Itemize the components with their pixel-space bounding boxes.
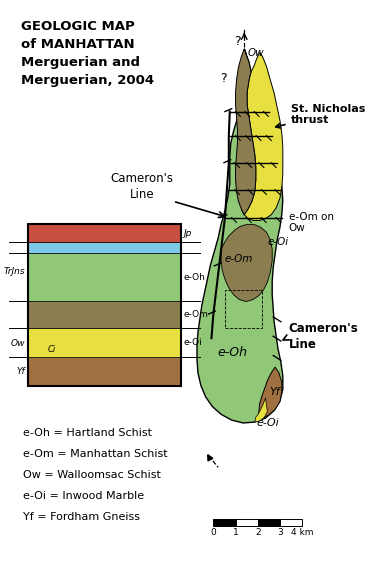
Text: е-Om: е-Om <box>224 254 253 264</box>
Bar <box>258 520 280 526</box>
Text: Ow: Ow <box>11 339 25 348</box>
Text: Cameron's
Line: Cameron's Line <box>289 322 358 351</box>
Text: TrJns: TrJns <box>4 267 25 276</box>
Text: 4 km: 4 km <box>291 528 313 537</box>
Bar <box>280 520 302 526</box>
Polygon shape <box>259 367 282 418</box>
Text: е-Om on
Ow: е-Om on Ow <box>289 211 334 233</box>
Text: е-Om: е-Om <box>183 310 208 320</box>
Text: ?: ? <box>220 71 226 85</box>
Text: е-Oi = Inwood Marble: е-Oi = Inwood Marble <box>23 491 144 501</box>
Text: 1: 1 <box>233 528 239 537</box>
Text: е-Oi: е-Oi <box>256 418 279 428</box>
Text: Ow = Walloomsac Schist: Ow = Walloomsac Schist <box>23 470 161 480</box>
Polygon shape <box>255 398 267 422</box>
Text: Cameron's
Line: Cameron's Line <box>111 172 173 201</box>
Bar <box>28 225 181 386</box>
Bar <box>225 290 262 328</box>
Text: е-Oh: е-Oh <box>218 346 248 359</box>
Text: Yf = Fordham Gneiss: Yf = Fordham Gneiss <box>23 513 141 522</box>
Text: Yf: Yf <box>270 387 280 397</box>
Bar <box>28 328 181 358</box>
Text: Ow: Ow <box>247 48 264 58</box>
Bar <box>213 520 236 526</box>
Text: 2: 2 <box>255 528 260 537</box>
Text: St. Nicholas
thrust: St. Nicholas thrust <box>276 104 365 128</box>
Text: 0: 0 <box>211 528 216 537</box>
Bar <box>28 253 181 301</box>
Polygon shape <box>221 225 272 301</box>
Text: Ci: Ci <box>47 345 56 354</box>
Text: GEOLOGIC MAP
of MANHATTAN
Merguerian and
Merguerian, 2004: GEOLOGIC MAP of MANHATTAN Merguerian and… <box>21 20 154 87</box>
Text: ?: ? <box>234 35 241 48</box>
Text: е-Oh: е-Oh <box>183 273 205 282</box>
Bar <box>28 358 181 386</box>
Bar <box>28 301 181 328</box>
Bar <box>28 242 181 253</box>
Polygon shape <box>197 49 283 423</box>
Text: е-Oi: е-Oi <box>183 339 202 347</box>
Text: Jp: Jp <box>183 229 192 237</box>
Polygon shape <box>236 49 256 215</box>
Text: 3: 3 <box>277 528 283 537</box>
Text: Yf: Yf <box>17 367 25 376</box>
Bar <box>236 520 258 526</box>
Text: е-Om = Manhattan Schist: е-Om = Manhattan Schist <box>23 449 168 459</box>
Bar <box>28 225 181 242</box>
Text: е-Oh = Hartland Schist: е-Oh = Hartland Schist <box>23 427 152 438</box>
Text: е-Oi: е-Oi <box>267 237 288 247</box>
Polygon shape <box>241 53 283 221</box>
